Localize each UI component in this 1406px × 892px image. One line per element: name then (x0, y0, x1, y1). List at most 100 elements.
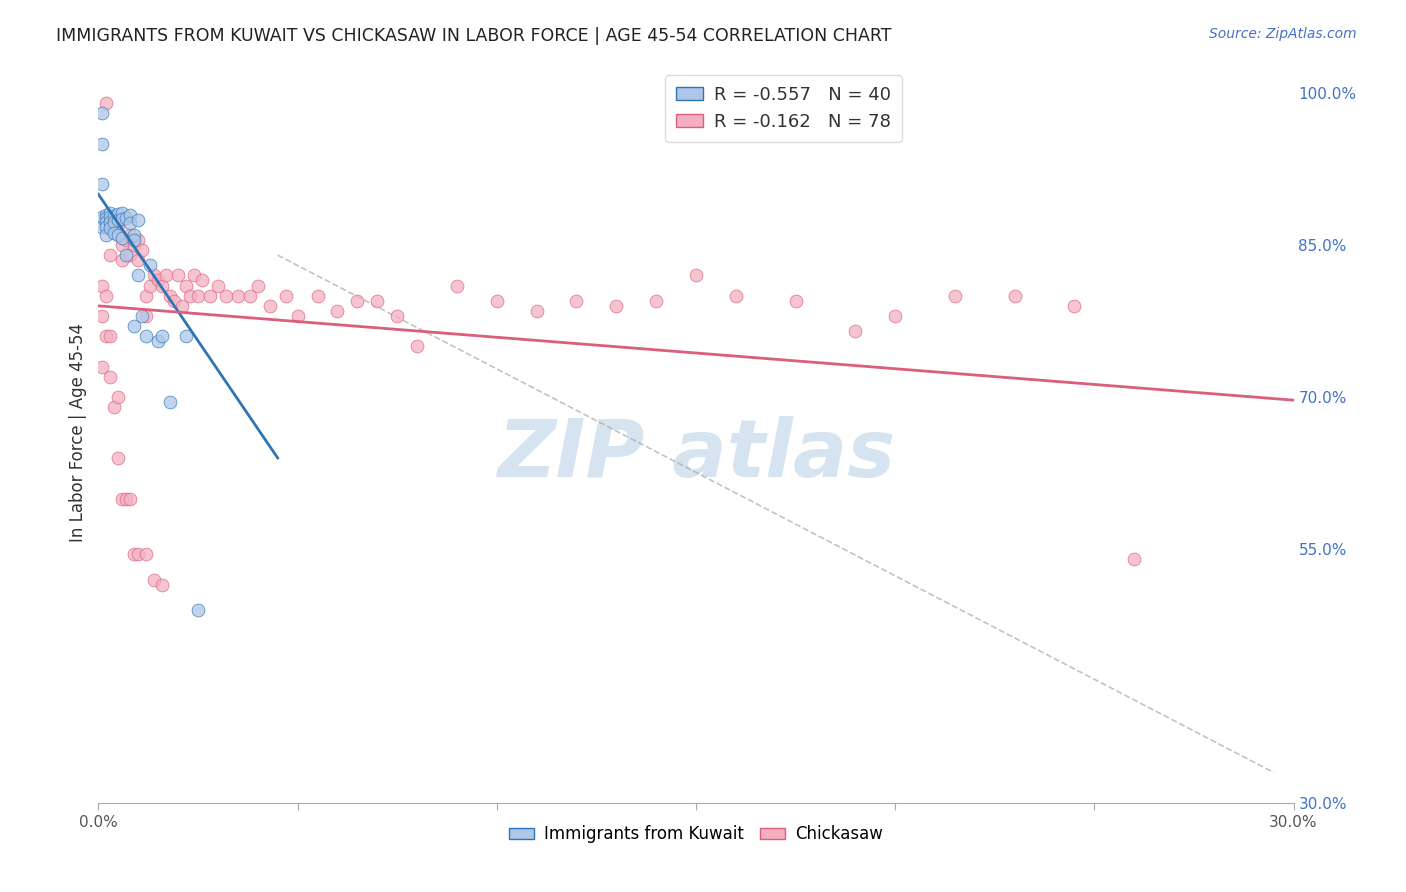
Point (98, 218, 122, 232)
Point (191, 273, 214, 287)
Point (111, 491, 134, 506)
Point (274, 289, 297, 303)
Point (107, 212, 129, 227)
Point (131, 309, 153, 323)
Point (98, 248, 122, 262)
Point (96, 95, 118, 110)
Point (198, 289, 221, 303)
Text: Source: ZipAtlas.com: Source: ZipAtlas.com (1209, 27, 1357, 41)
Point (135, 547, 157, 561)
Point (115, 233, 138, 247)
Point (366, 293, 388, 308)
Point (115, 248, 138, 262)
Point (91, 106, 114, 120)
Point (259, 299, 281, 313)
Point (167, 268, 190, 283)
Point (111, 253, 134, 268)
Point (884, 309, 907, 323)
Point (120, 491, 142, 506)
Point (91, 278, 114, 293)
Point (150, 578, 173, 592)
Point (127, 268, 149, 283)
Point (111, 211, 134, 226)
Point (91, 210, 114, 224)
Point (159, 395, 181, 409)
Point (98, 210, 122, 224)
Point (139, 258, 162, 272)
Point (96, 208, 118, 222)
Point (139, 278, 162, 293)
Point (143, 268, 166, 283)
Point (120, 248, 142, 262)
Point (107, 206, 129, 220)
Point (207, 278, 229, 293)
Point (150, 278, 173, 293)
Point (124, 238, 146, 252)
Point (246, 278, 269, 293)
Point (103, 212, 125, 227)
Point (111, 231, 134, 245)
Point (111, 205, 134, 219)
Point (96, 211, 118, 225)
Point (131, 243, 153, 257)
Point (96, 219, 118, 234)
Point (96, 329, 118, 343)
Point (1123, 552, 1146, 566)
Point (98, 215, 122, 229)
Point (107, 390, 129, 404)
Point (96, 215, 118, 229)
Point (215, 289, 238, 303)
Point (385, 309, 409, 323)
Point (98, 329, 122, 343)
Point (115, 491, 138, 506)
Point (135, 329, 157, 343)
Point (1004, 289, 1026, 303)
Point (565, 293, 588, 308)
Point (187, 603, 209, 617)
Point (127, 253, 149, 268)
Point (103, 209, 125, 223)
Point (107, 450, 129, 465)
Point (103, 226, 125, 240)
Point (115, 211, 138, 225)
Point (98, 205, 122, 219)
Point (91, 219, 114, 234)
Point (155, 268, 177, 283)
Point (98, 369, 122, 384)
Point (107, 218, 129, 232)
Point (174, 329, 197, 343)
Point (127, 547, 149, 561)
Point (124, 227, 146, 242)
Point (148, 273, 170, 287)
Point (326, 304, 349, 318)
Point (526, 304, 548, 318)
Text: IMMIGRANTS FROM KUWAIT VS CHICKASAW IN LABOR FORCE | AGE 45-54 CORRELATION CHART: IMMIGRANTS FROM KUWAIT VS CHICKASAW IN L… (56, 27, 891, 45)
Point (685, 268, 707, 283)
Point (239, 289, 262, 303)
Point (98, 220, 122, 235)
Point (1063, 299, 1085, 313)
Point (307, 289, 329, 303)
Point (187, 289, 209, 303)
Point (179, 289, 201, 303)
Point (91, 177, 114, 191)
Point (785, 293, 807, 308)
Point (844, 324, 866, 338)
Point (120, 227, 142, 242)
Point (127, 233, 149, 247)
Point (943, 289, 966, 303)
Point (135, 309, 157, 323)
Point (724, 289, 747, 303)
Point (150, 329, 173, 343)
Point (226, 289, 249, 303)
Point (346, 293, 368, 308)
Point (172, 299, 194, 313)
Point (485, 293, 508, 308)
Y-axis label: In Labor Force | Age 45-54: In Labor Force | Age 45-54 (69, 323, 87, 542)
Point (163, 293, 186, 308)
Point (96, 227, 118, 242)
Point (287, 309, 309, 323)
Point (91, 359, 114, 374)
Point (124, 547, 146, 561)
Point (107, 227, 129, 242)
